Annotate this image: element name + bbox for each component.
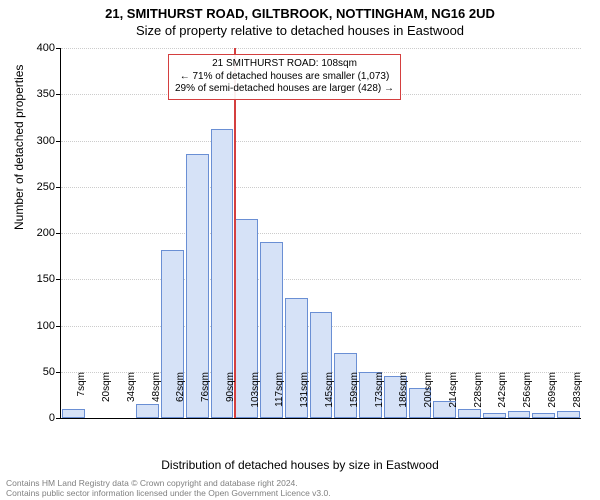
chart-container: 21, SMITHURST ROAD, GILTBROOK, NOTTINGHA… [0,0,600,500]
xtick-label: 256sqm [522,372,533,422]
ytick-mark [56,141,61,142]
footer-line1: Contains HM Land Registry data © Crown c… [6,478,331,488]
xtick-label: 103sqm [250,372,261,422]
ytick-mark [56,94,61,95]
x-axis-label: Distribution of detached houses by size … [0,458,600,472]
xtick-label: 117sqm [274,372,285,422]
ytick-label: 150 [25,273,55,285]
ytick-mark [56,279,61,280]
ytick-label: 250 [25,181,55,193]
chart-title-address: 21, SMITHURST ROAD, GILTBROOK, NOTTINGHA… [0,0,600,21]
gridline [61,187,581,188]
xtick-label: 62sqm [175,372,186,422]
chart-title-subtitle: Size of property relative to detached ho… [0,21,600,38]
xtick-label: 214sqm [448,372,459,422]
gridline [61,141,581,142]
annotation-line1: 21 SMITHURST ROAD: 108sqm [175,58,394,71]
ytick-label: 400 [25,42,55,54]
y-axis-label: Number of detached properties [12,65,26,230]
ytick-label: 50 [25,366,55,378]
gridline [61,279,581,280]
xtick-label: 131sqm [299,372,310,422]
gridline [61,48,581,49]
xtick-label: 242sqm [497,372,508,422]
ytick-mark [56,233,61,234]
xtick-label: 186sqm [398,372,409,422]
marker-line [234,48,236,418]
xtick-label: 20sqm [101,372,112,422]
ytick-label: 350 [25,88,55,100]
ytick-mark [56,418,61,419]
xtick-label: 200sqm [423,372,434,422]
ytick-label: 200 [25,227,55,239]
ytick-label: 100 [25,320,55,332]
xtick-label: 48sqm [151,372,162,422]
ytick-mark [56,372,61,373]
annotation-line3: 29% of semi-detached houses are larger (… [175,83,394,96]
ytick-label: 300 [25,135,55,147]
footer-line2: Contains public sector information licen… [6,488,331,498]
xtick-label: 90sqm [225,372,236,422]
xtick-label: 228sqm [473,372,484,422]
ytick-mark [56,187,61,188]
xtick-label: 34sqm [126,372,137,422]
xtick-label: 76sqm [200,372,211,422]
ytick-mark [56,326,61,327]
chart-area: 21 SMITHURST ROAD: 108sqm ← 71% of detac… [60,48,580,418]
xtick-label: 145sqm [324,372,335,422]
footer-attribution: Contains HM Land Registry data © Crown c… [6,478,331,498]
annotation-line2: ← 71% of detached houses are smaller (1,… [175,71,394,84]
xtick-label: 283sqm [572,372,583,422]
xtick-label: 159sqm [349,372,360,422]
ytick-label: 0 [25,412,55,424]
ytick-mark [56,48,61,49]
xtick-label: 269sqm [547,372,558,422]
gridline [61,233,581,234]
xtick-label: 173sqm [374,372,385,422]
annotation-box: 21 SMITHURST ROAD: 108sqm ← 71% of detac… [168,54,401,100]
xtick-label: 7sqm [76,372,87,422]
plot-region [60,48,581,419]
